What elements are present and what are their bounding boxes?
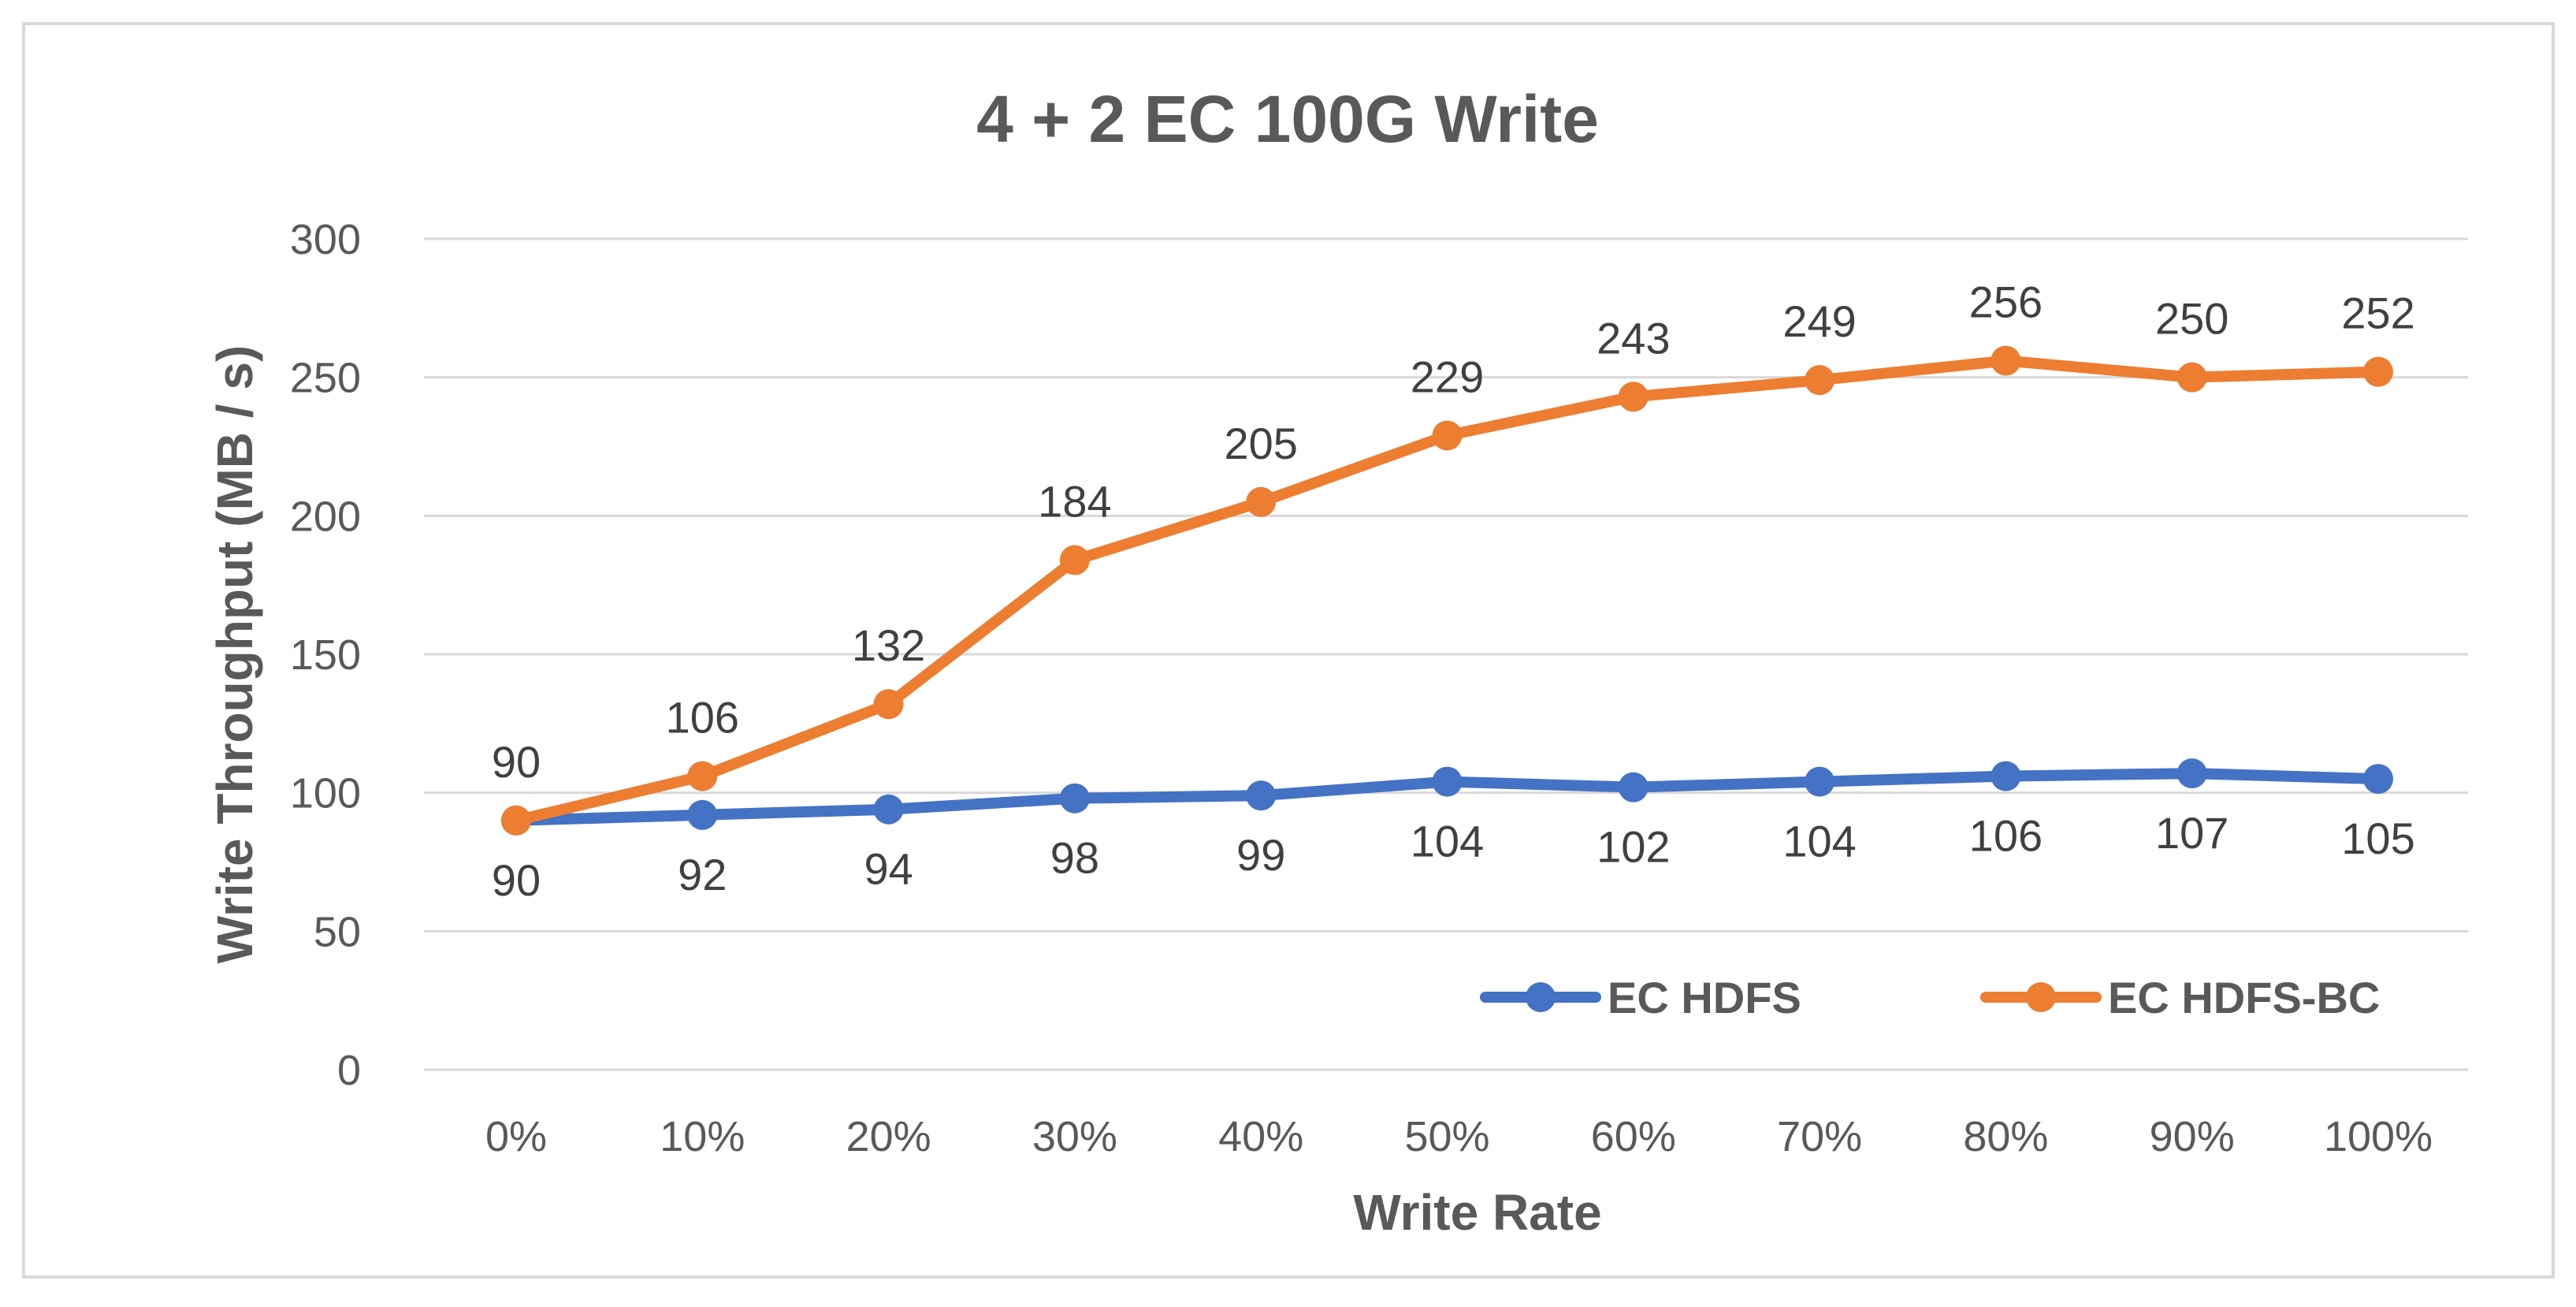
y-axis-ticks: 0 50 100 150 200 250 300	[290, 216, 361, 1094]
data-label: 250	[2155, 294, 2228, 344]
data-label: 99	[1236, 830, 1285, 880]
x-tick-label: 100%	[2324, 1113, 2433, 1160]
x-tick-label: 30%	[1032, 1113, 1117, 1160]
y-tick-label: 50	[314, 908, 361, 955]
data-point	[1991, 345, 2021, 376]
data-label: 98	[1050, 833, 1099, 883]
legend: EC HDFS EC HDFS-BC	[1480, 973, 2380, 1022]
y-axis-title: Write Throughput (MB / s)	[206, 345, 263, 963]
data-label: 90	[492, 737, 541, 787]
data-point	[873, 689, 904, 720]
data-label: 205	[1224, 419, 1297, 468]
data-point	[1246, 486, 1277, 517]
y-tick-label: 150	[290, 631, 361, 679]
data-labels: 90 92 94 98 99 104 102 104 106 107 105 90 106 132 184 2…	[492, 277, 2415, 905]
data-point	[1618, 382, 1649, 412]
data-label: 102	[1597, 822, 1670, 872]
data-point	[1805, 365, 1835, 396]
data-label: 132	[852, 620, 925, 670]
data-point	[2363, 764, 2393, 795]
data-label: 104	[1411, 817, 1484, 866]
data-point	[1059, 545, 1090, 575]
data-label: 256	[1969, 277, 2043, 327]
data-label: 229	[1411, 352, 1484, 401]
data-label: 104	[1782, 817, 1856, 866]
data-label: 92	[678, 850, 727, 899]
x-tick-label: 90%	[2150, 1113, 2235, 1160]
x-axis-title: Write Rate	[1353, 1184, 1601, 1241]
x-tick-label: 40%	[1218, 1113, 1303, 1160]
data-label: 107	[2155, 808, 2228, 858]
x-tick-label: 80%	[1963, 1113, 2048, 1160]
data-point	[1432, 420, 1463, 451]
data-label: 184	[1038, 477, 1111, 527]
data-label: 94	[864, 844, 913, 894]
data-label: 105	[2341, 814, 2414, 863]
x-tick-label: 70%	[1777, 1113, 1862, 1160]
data-point	[873, 794, 904, 825]
x-tick-label: 10%	[660, 1113, 745, 1160]
data-point	[2363, 356, 2393, 387]
data-label: 249	[1782, 296, 1856, 346]
data-point	[1059, 783, 1090, 814]
data-point	[2176, 758, 2207, 789]
data-label: 106	[1969, 811, 2043, 861]
data-point	[1432, 766, 1463, 797]
y-tick-label: 250	[290, 355, 361, 402]
data-point	[687, 799, 718, 830]
y-tick-label: 300	[290, 216, 361, 263]
x-axis-ticks: 0% 10% 20% 30% 40% 50% 60% 70% 80% 90% 100%	[485, 1113, 2433, 1160]
data-point	[501, 805, 531, 836]
x-tick-label: 60%	[1591, 1113, 1676, 1160]
data-point	[1805, 766, 1835, 797]
y-tick-label: 0	[337, 1047, 361, 1094]
series-markers	[501, 345, 2393, 836]
data-point	[1618, 772, 1649, 802]
data-point	[2176, 362, 2207, 393]
legend-label: EC HDFS	[1608, 973, 1801, 1022]
data-label: 252	[2341, 289, 2414, 338]
x-tick-label: 50%	[1404, 1113, 1489, 1160]
data-label: 90	[492, 855, 541, 905]
x-tick-label: 20%	[846, 1113, 931, 1160]
legend-item-ec-hdfs-bc: EC HDFS-BC	[1980, 973, 2380, 1022]
data-point	[1991, 761, 2021, 791]
x-tick-label: 0%	[485, 1113, 547, 1160]
legend-marker-swatch	[1526, 982, 1556, 1012]
data-point	[1246, 780, 1277, 811]
chart-title: 4 + 2 EC 100G Write	[976, 82, 1599, 156]
y-tick-label: 200	[290, 493, 361, 540]
data-label: 243	[1597, 313, 1670, 363]
legend-label: EC HDFS-BC	[2108, 973, 2380, 1022]
y-tick-label: 100	[290, 770, 361, 817]
chart-frame	[22, 22, 2555, 1279]
data-label: 106	[666, 693, 739, 743]
data-point	[687, 761, 718, 791]
legend-marker-swatch	[2026, 982, 2056, 1012]
legend-item-ec-hdfs: EC HDFS	[1480, 973, 1801, 1022]
